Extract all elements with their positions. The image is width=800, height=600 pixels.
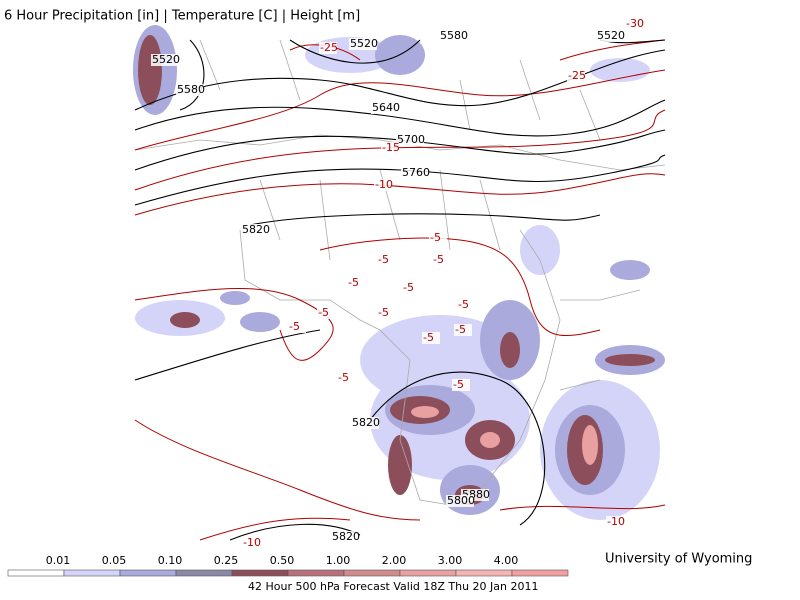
temperature-label: -10 [243, 536, 261, 549]
legend-label: 1.00 [326, 554, 351, 567]
label-bg [401, 167, 429, 179]
label-bg [151, 54, 179, 66]
legend-swatch [399, 569, 457, 577]
temperature-label: -5 [430, 231, 441, 244]
label-bg [454, 324, 472, 336]
temperature-label: -5 [433, 253, 444, 266]
label-bg [439, 30, 467, 42]
label-bg [347, 277, 365, 289]
temperature-label: -5 [458, 298, 469, 311]
height-label: 5520 [350, 37, 378, 50]
label-bg [381, 142, 399, 154]
height-label: 5800 [447, 494, 475, 507]
legend-swatch [119, 569, 177, 577]
legend-label: 3.00 [438, 554, 463, 567]
temperature-label: -5 [423, 331, 434, 344]
label-bg [317, 307, 335, 319]
height-label: 5520 [597, 29, 625, 42]
legend-swatch [455, 569, 513, 577]
temperature-label: -5 [378, 253, 389, 266]
temperature-label: -5 [318, 306, 329, 319]
legend-swatch [287, 569, 345, 577]
precipitation [133, 25, 665, 520]
label-bg [446, 495, 474, 507]
temperature-label: -5 [378, 306, 389, 319]
height-label: 5700 [397, 133, 425, 146]
temperature-label: -5 [455, 323, 466, 336]
legend-label: 0.10 [158, 554, 183, 567]
label-bg [176, 84, 204, 96]
temperature-label: -5 [348, 276, 359, 289]
label-bg [457, 299, 475, 311]
height-label: 5760 [402, 166, 430, 179]
label-bg [567, 70, 585, 82]
height-label: 5640 [372, 101, 400, 114]
footer: 42 Hour 500 hPa Forecast Valid 18Z Thu 2… [248, 580, 539, 593]
label-bg [452, 379, 470, 391]
legend-label: 0.50 [270, 554, 295, 567]
height-label: 5820 [332, 530, 360, 543]
label-bg [349, 38, 377, 50]
label-bg [432, 254, 450, 266]
height-label: 5820 [352, 416, 380, 429]
height-contours [134, 39, 666, 541]
temperature-label: -30 [626, 17, 644, 30]
legend-swatch [63, 569, 121, 577]
legend-swatch [343, 569, 401, 577]
label-bg [377, 307, 395, 319]
legend-swatch [231, 569, 289, 577]
legend-swatch [511, 569, 569, 577]
label-bg [371, 102, 399, 114]
label-bg [288, 321, 306, 333]
label-bg [337, 372, 355, 384]
height-label: 5580 [177, 83, 205, 96]
temperature-label: -5 [403, 281, 414, 294]
height-label: 5580 [440, 29, 468, 42]
temperature-label: -10 [375, 178, 393, 191]
legend-swatch [175, 569, 233, 577]
label-bg [429, 232, 447, 244]
temperature-label: -25 [568, 69, 586, 82]
label-bg [319, 42, 337, 54]
legend-label: 0.01 [46, 554, 71, 567]
temperature-label: -10 [607, 515, 625, 528]
label-bg [241, 224, 269, 236]
label-bg [606, 516, 624, 528]
temperature-label: -15 [382, 141, 400, 154]
temperature-label: -5 [453, 378, 464, 391]
label-bg [596, 30, 624, 42]
label-bg [242, 537, 260, 549]
legend: 0.01 0.05 0.10 0.25 0.50 1.00 2.00 3.00 4.00 [7, 554, 569, 577]
temperature-label: -5 [289, 320, 300, 333]
label-bg [625, 18, 643, 30]
label-bg [374, 179, 392, 191]
legend-label: 0.25 [214, 554, 239, 567]
label-bg [422, 332, 440, 344]
legend-label: 0.05 [102, 554, 127, 567]
credit: University of Wyoming [605, 552, 752, 567]
label-bg [377, 254, 395, 266]
legend-label: 4.00 [494, 554, 519, 567]
label-bg [402, 282, 420, 294]
height-label: 5820 [242, 223, 270, 236]
height-label: 5520 [152, 53, 180, 66]
label-bg [331, 531, 359, 543]
temperature-label: -25 [320, 41, 338, 54]
map: 5520 5520 5580 5520 5580 5640 5700 5760 5820 5820… [133, 17, 666, 549]
legend-swatch [7, 569, 65, 577]
legend-label: 2.00 [382, 554, 407, 567]
contour-labels: 5520 5520 5580 5520 5580 5640 5700 5760 5820 5820… [151, 17, 644, 549]
title: 6 Hour Precipitation [in] | Temperature … [4, 9, 360, 24]
label-bg [396, 134, 424, 146]
temperature-label: -5 [338, 371, 349, 384]
label-bg [351, 417, 379, 429]
